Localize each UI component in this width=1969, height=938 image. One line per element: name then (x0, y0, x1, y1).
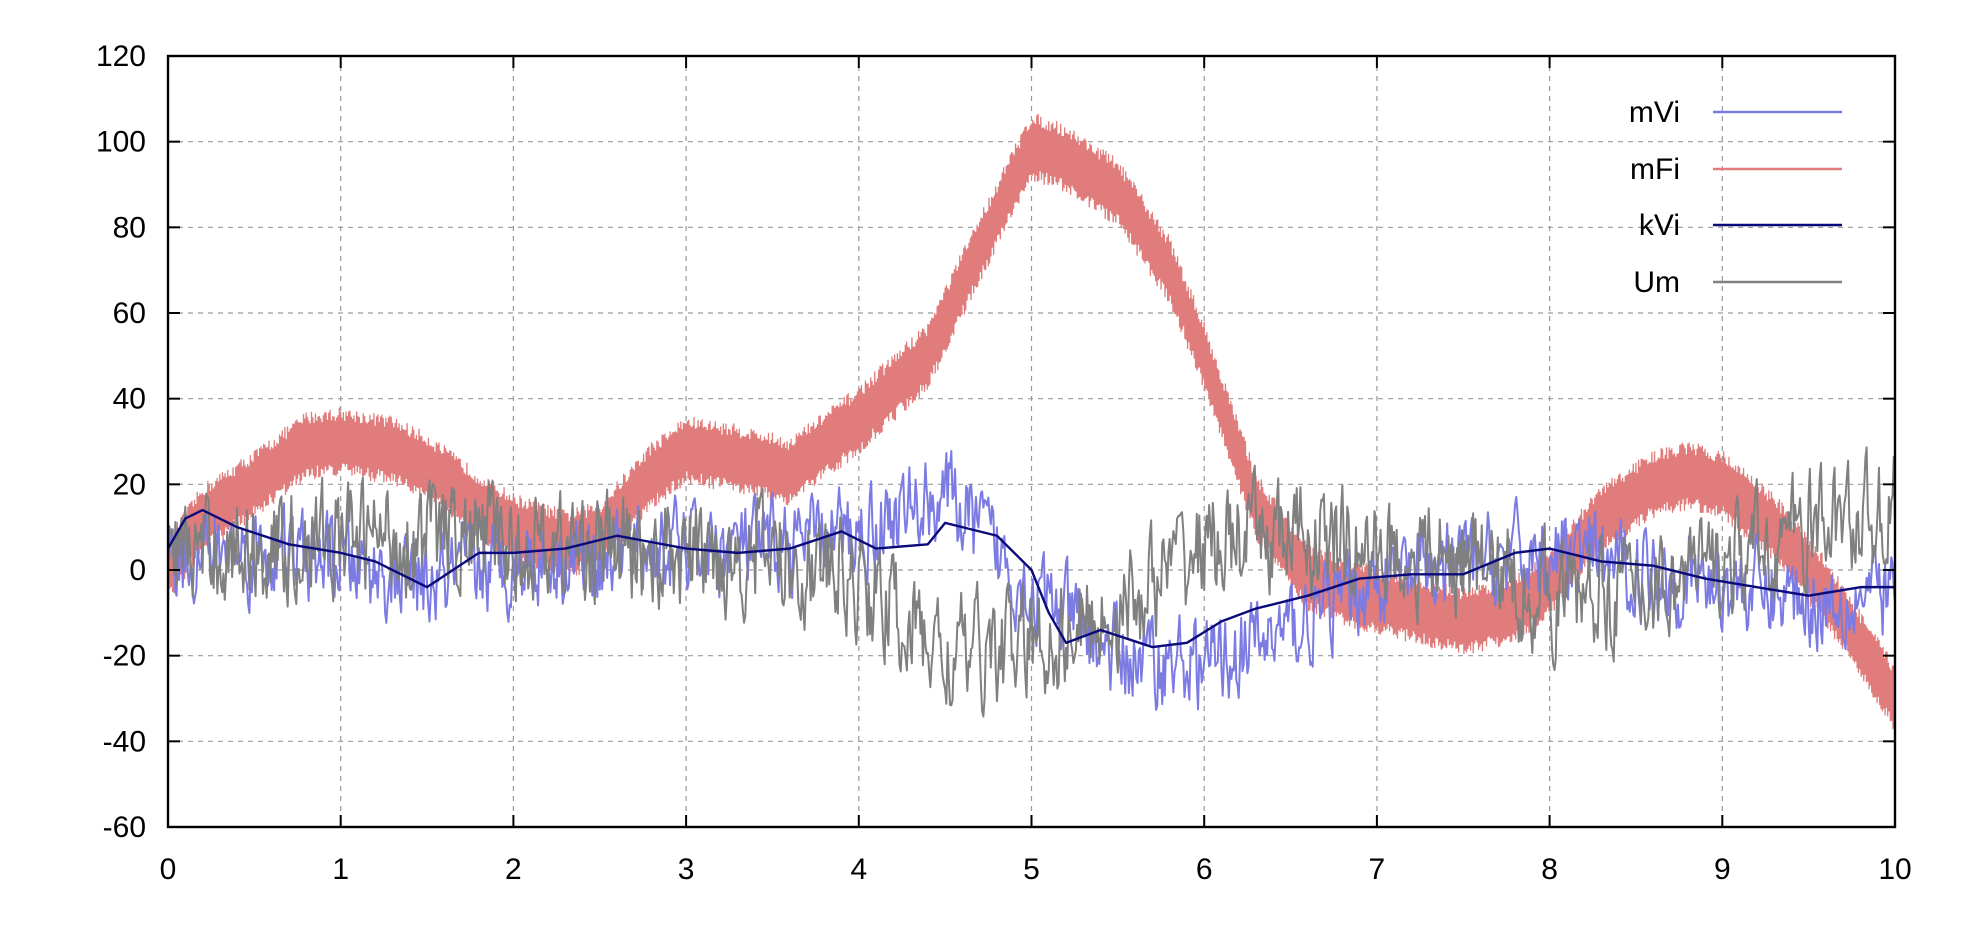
y-tick-label: 0 (129, 554, 146, 587)
y-tick-label: 100 (96, 126, 146, 159)
y-tick-labels: -60 -40 -20 0 20 40 60 80 100 120 (96, 40, 146, 844)
series-line (167, 113, 1896, 730)
x-tick-label: 5 (1023, 853, 1040, 886)
x-tick-label: 3 (678, 853, 695, 886)
x-tick-label: 4 (850, 853, 867, 886)
y-tick-label: 60 (113, 297, 146, 330)
legend-item-Um: Um (1633, 266, 1842, 299)
x-tick-label: 6 (1196, 853, 1213, 886)
axis-ticks (167, 55, 1896, 828)
legend-label: Um (1633, 266, 1680, 299)
x-tick-label: 9 (1714, 853, 1731, 886)
x-tick-label: 8 (1541, 853, 1558, 886)
series-line (167, 446, 1896, 718)
legend-item-mVi: mVi (1629, 96, 1842, 129)
y-tick-label: 40 (113, 383, 146, 416)
y-tick-label: 20 (113, 468, 146, 501)
legend-item-kVi: kVi (1639, 209, 1842, 242)
series-Um (167, 446, 1896, 718)
y-tick-label: 120 (96, 40, 146, 73)
legend-label: mFi (1630, 153, 1680, 186)
plot-series (166, 113, 1896, 730)
x-tick-label: 1 (332, 853, 349, 886)
x-tick-label: 0 (160, 853, 177, 886)
y-tick-label: 80 (113, 211, 146, 244)
legend: mVi mFi kVi Um (1629, 96, 1842, 299)
x-tick-label: 2 (505, 853, 522, 886)
y-tick-label: -60 (103, 811, 146, 844)
y-tick-label: -20 (103, 640, 146, 673)
series-kVi (166, 508, 1895, 649)
legend-label: mVi (1629, 96, 1680, 129)
series-line (166, 508, 1895, 649)
series-mFi (167, 113, 1896, 730)
x-tick-labels: 0 1 2 3 4 5 6 7 8 9 10 (160, 853, 1912, 886)
y-tick-label: -40 (103, 725, 146, 758)
legend-item-mFi: mFi (1630, 153, 1842, 186)
legend-label: kVi (1639, 209, 1680, 242)
x-tick-label: 7 (1369, 853, 1386, 886)
x-tick-label: 10 (1878, 853, 1911, 886)
